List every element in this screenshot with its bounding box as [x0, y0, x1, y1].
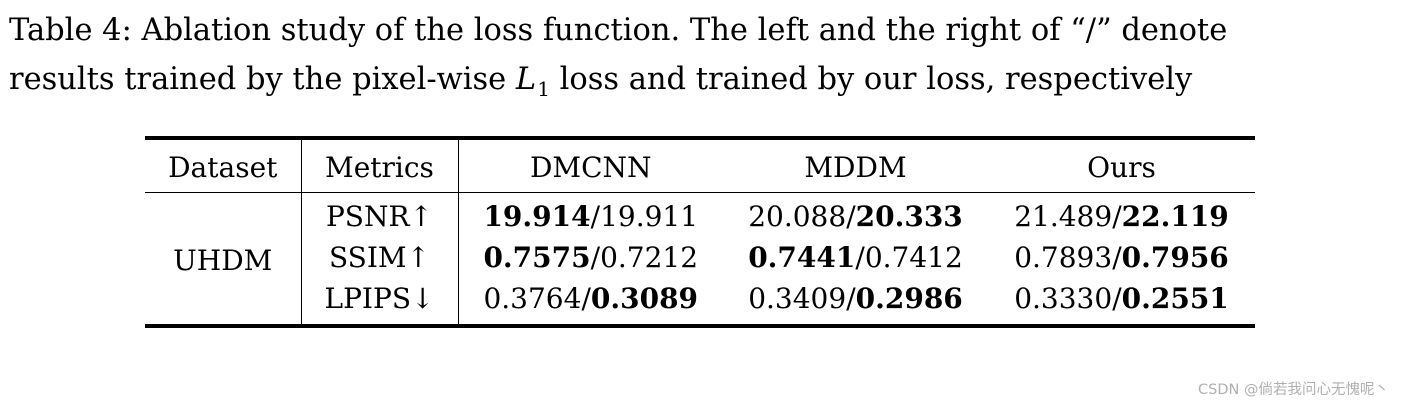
- value-separator: /: [1112, 241, 1122, 274]
- metric-cell: SSIM↑: [301, 237, 459, 278]
- value-left: 20.088: [748, 200, 847, 233]
- table-body: UHDM PSNR↑ 19.914/19.911 20.088/20.333 21.48…: [145, 192, 1255, 326]
- value-right: 20.333: [855, 200, 963, 233]
- value-cell: 0.7441/0.7412: [723, 237, 988, 278]
- value-left: 0.7441: [748, 241, 856, 274]
- value-cell: 0.7893/0.7956: [988, 237, 1255, 278]
- value-right: 0.7212: [600, 241, 699, 274]
- caption-line-2-end: loss and trained by our loss, respective…: [549, 62, 1193, 97]
- value-cell: 19.914/19.911: [458, 193, 723, 238]
- metric-cell: LPIPS↓: [301, 278, 459, 326]
- table-row: LPIPS↓ 0.3764/0.3089 0.3409/0.2986 0.3330/0…: [145, 278, 1255, 326]
- value-cell: 21.489/22.119: [988, 193, 1255, 238]
- value-separator: /: [1112, 282, 1122, 315]
- ablation-table-container: Dataset Metrics DMCNN MDDM Ours UHDM PSNR…: [145, 136, 1255, 328]
- value-right: 22.119: [1121, 200, 1229, 233]
- value-left: 0.3409: [748, 282, 847, 315]
- ablation-table: Dataset Metrics DMCNN MDDM Ours UHDM PSNR…: [145, 136, 1255, 328]
- value-left: 0.3330: [1014, 282, 1113, 315]
- value-separator: /: [581, 282, 591, 315]
- value-left: 0.7575: [483, 241, 591, 274]
- value-right: 0.2986: [855, 282, 963, 315]
- value-cell: 0.3330/0.2551: [988, 278, 1255, 326]
- header-row: Dataset Metrics DMCNN MDDM Ours: [145, 138, 1255, 193]
- value-cell: 20.088/20.333: [723, 193, 988, 238]
- math-var: L: [515, 62, 537, 97]
- value-cell: 0.7575/0.7212: [458, 237, 723, 278]
- header-dmcnn: DMCNN: [458, 138, 723, 193]
- header-mddm: MDDM: [723, 138, 988, 193]
- value-cell: 0.3764/0.3089: [458, 278, 723, 326]
- caption-line-2: results trained by the pixel-wise L1 los…: [9, 55, 1399, 107]
- table-row: SSIM↑ 0.7575/0.7212 0.7441/0.7412 0.7893/0.…: [145, 237, 1255, 278]
- value-left: 21.489: [1014, 200, 1113, 233]
- math-subscript: 1: [537, 77, 550, 101]
- value-separator: /: [1112, 200, 1122, 233]
- value-separator: /: [855, 241, 865, 274]
- table-row: UHDM PSNR↑ 19.914/19.911 20.088/20.333 21.48…: [145, 192, 1255, 326]
- caption-line-2-start: results trained by the pixel-wise: [9, 62, 516, 97]
- value-left: 0.7893: [1014, 241, 1113, 274]
- header-metrics: Metrics: [301, 138, 459, 193]
- value-right: 0.7956: [1121, 241, 1229, 274]
- value-separator: /: [846, 200, 856, 233]
- value-left: 19.914: [483, 200, 591, 233]
- value-right: 0.3089: [590, 282, 699, 315]
- dataset-cell: UHDM: [145, 192, 302, 326]
- value-separator: /: [846, 282, 856, 315]
- value-separator: /: [590, 241, 601, 274]
- value-right: 0.2551: [1121, 282, 1229, 315]
- table-caption: Table 4: Ablation study of the loss func…: [9, 6, 1399, 107]
- value-right: 0.7412: [864, 241, 963, 274]
- csdn-watermark: CSDN @倘若我问心无愧呢丶: [1198, 382, 1389, 398]
- caption-line-1: Table 4: Ablation study of the loss func…: [9, 13, 1228, 48]
- metric-cell: PSNR↑: [301, 192, 459, 237]
- header-dataset: Dataset: [145, 138, 302, 193]
- header-ours: Ours: [988, 138, 1255, 193]
- value-separator: /: [590, 200, 601, 233]
- value-right: 19.911: [600, 200, 699, 233]
- math-l1: L1: [515, 62, 550, 101]
- value-cell: 0.3409/0.2986: [723, 278, 988, 326]
- value-left: 0.3764: [483, 282, 582, 315]
